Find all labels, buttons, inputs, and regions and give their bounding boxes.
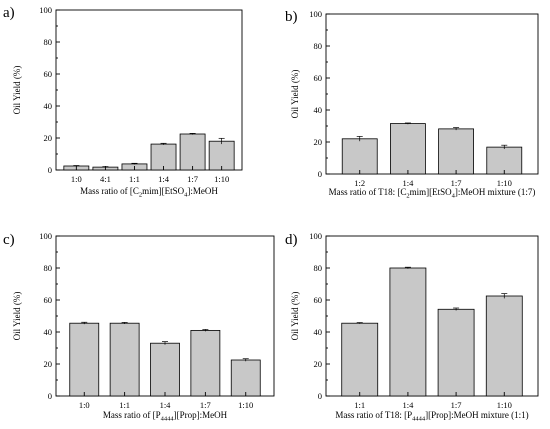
y-tick-label: 20 xyxy=(44,133,53,143)
y-tick-label: 80 xyxy=(314,41,323,51)
y-axis-label: Oil Yield (%) xyxy=(12,292,22,341)
y-tick-label: 100 xyxy=(309,9,322,19)
x-tick-label: 1:4 xyxy=(402,178,414,188)
y-tick-label: 20 xyxy=(314,137,323,147)
y-tick-label: 40 xyxy=(314,327,323,337)
y-axis-label: Oil Yield (%) xyxy=(290,70,300,119)
bar-1-2 xyxy=(341,138,378,175)
panel-label: c) xyxy=(3,232,15,248)
x-tick-label: 1:4 xyxy=(160,400,172,410)
y-tick-label: 40 xyxy=(314,105,323,115)
y-axis-label: Oil Yield (%) xyxy=(12,66,22,115)
x-tick-label: 1:0 xyxy=(71,174,82,184)
bar-1-10 xyxy=(486,146,523,175)
y-tick-label: 0 xyxy=(318,169,322,179)
panel-label: b) xyxy=(285,9,298,25)
x-tick-label: 1:2 xyxy=(354,178,365,188)
x-tick-label: 1:0 xyxy=(79,400,90,410)
x-tick-label: 1:7 xyxy=(187,174,198,184)
bar-1-7 xyxy=(438,128,474,175)
y-tick-label: 100 xyxy=(309,231,322,241)
bar-1-7 xyxy=(190,329,221,397)
x-tick-label: 1:10 xyxy=(497,400,512,410)
y-tick-label: 60 xyxy=(44,295,53,305)
x-tick-label: 1:7 xyxy=(451,400,462,410)
bar-1-10 xyxy=(208,140,235,171)
y-tick-label: 60 xyxy=(44,69,53,79)
x-axis-label: Mass ratio of T18: [C2mim][EtSO4]:MeOH m… xyxy=(329,187,536,200)
y-tick-label: 40 xyxy=(44,101,53,111)
bar-1-4 xyxy=(150,342,180,397)
y-tick-label: 60 xyxy=(314,295,323,305)
x-axis-label: Mass ratio of T18: [P4444][Prop]:MeOH mi… xyxy=(335,410,528,423)
bar-1-1 xyxy=(341,322,379,397)
y-tick-label: 100 xyxy=(39,231,52,241)
x-tick-label: 1:1 xyxy=(354,400,365,410)
bar-1-10 xyxy=(485,295,523,397)
chart-panel-1: b) 0 20 40 60 80 100 1:2 1:4 1:7 1:10 Oil Yield (%)… xyxy=(285,9,539,200)
chart-panel-2: c) 0 20 40 60 80 100 1:0 1:1 1:4 1:7 1:10 Oil Yield … xyxy=(3,231,275,423)
y-tick-label: 80 xyxy=(44,37,53,47)
x-tick-label: 4:1 xyxy=(100,174,111,184)
y-tick-label: 80 xyxy=(44,263,53,273)
y-tick-label: 0 xyxy=(48,391,52,401)
y-tick-label: 20 xyxy=(314,359,323,369)
y-tick-label: 0 xyxy=(318,391,322,401)
panel-label: a) xyxy=(3,5,15,21)
bar-1-10 xyxy=(230,359,261,397)
chart-panel-3: d) 0 20 40 60 80 100 1:1 1:4 1:7 1:10 Oil Yield (%)… xyxy=(285,231,539,423)
x-tick-label: 1:10 xyxy=(214,174,229,184)
y-axis-label: Oil Yield (%) xyxy=(290,292,300,341)
y-tick-label: 100 xyxy=(39,5,52,15)
panel-label: d) xyxy=(285,232,298,248)
x-tick-label: 1:4 xyxy=(158,174,170,184)
x-tick-label: 1:7 xyxy=(200,400,211,410)
x-tick-label: 1:1 xyxy=(119,400,130,410)
x-tick-label: 1:10 xyxy=(238,400,253,410)
x-tick-label: 1:4 xyxy=(402,400,414,410)
bar-1-0 xyxy=(69,322,100,397)
y-tick-label: 60 xyxy=(314,73,323,83)
bar-1-7 xyxy=(437,308,475,397)
x-tick-label: 1:7 xyxy=(451,178,462,188)
y-tick-label: 40 xyxy=(44,327,53,337)
bar-1-1 xyxy=(109,322,140,397)
y-tick-label: 0 xyxy=(48,165,52,175)
y-tick-label: 20 xyxy=(44,359,53,369)
chart-panel-0: a) 0 20 40 60 80 100 1:0 4:1 1:1 1:4 1:7 1:10 Oil Yie… xyxy=(3,5,243,199)
x-axis-label: Mass ratio of [P4444][Prop]:MeOH xyxy=(103,410,228,423)
x-axis-label: Mass ratio of [C2mim][EtSO4]:MeOH xyxy=(80,186,218,199)
x-tick-label: 1:10 xyxy=(497,178,512,188)
x-tick-label: 1:1 xyxy=(129,174,140,184)
bar-1-4 xyxy=(390,123,426,175)
bar-1-7 xyxy=(179,133,206,171)
y-tick-label: 80 xyxy=(314,263,323,273)
bar-1-4 xyxy=(389,267,427,397)
